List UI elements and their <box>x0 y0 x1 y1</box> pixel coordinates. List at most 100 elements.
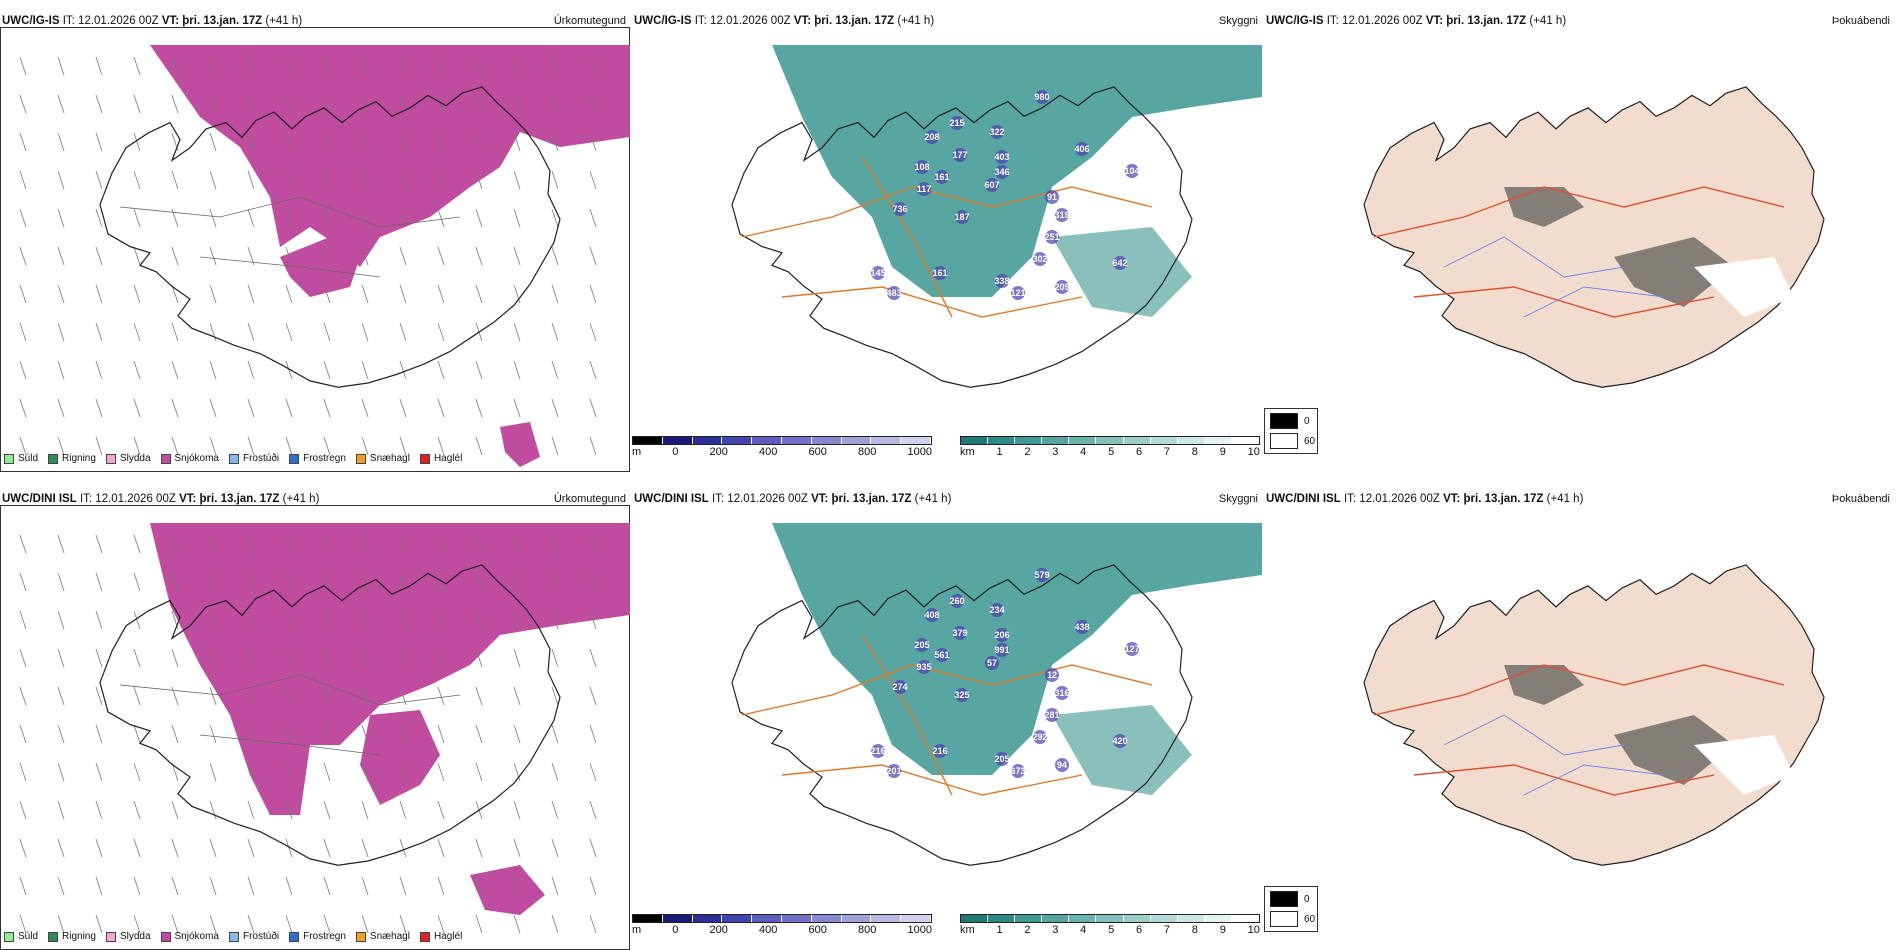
wind-barb <box>285 246 293 266</box>
scale-tick-label: 200 <box>709 446 728 458</box>
wind-barb <box>133 360 141 380</box>
cloud-base-label: 205 <box>914 640 929 650</box>
wind-barb <box>437 436 445 456</box>
scale-segment <box>1123 915 1151 922</box>
scale-segment <box>811 437 842 444</box>
wind-barb <box>551 686 559 706</box>
cloud-base-spot <box>1113 256 1127 270</box>
scale-segment <box>1231 437 1260 444</box>
cloud-base-label: 234 <box>989 605 1004 615</box>
wind-barb <box>399 398 407 418</box>
wind-barb <box>171 800 179 820</box>
wind-barb <box>323 648 331 668</box>
wind-barb <box>589 208 597 228</box>
low-visibility-area <box>1052 227 1192 317</box>
wind-barb <box>19 610 27 630</box>
wind-barb <box>285 800 293 820</box>
wind-barb <box>133 762 141 782</box>
legend-swatch <box>4 453 14 464</box>
wind-barb <box>551 208 559 228</box>
wind-barb <box>19 876 27 896</box>
legend-label: Súld <box>18 931 39 942</box>
wind-barb <box>475 208 483 228</box>
wind-barb <box>19 724 27 744</box>
fog-legend-swatch <box>1270 413 1298 429</box>
wind-barb <box>19 208 27 228</box>
cloud-base-spot <box>955 688 969 702</box>
wind-barb <box>19 170 27 190</box>
scale-segment <box>781 437 812 444</box>
wind-barb <box>475 534 483 554</box>
cloud-base-spot <box>933 266 947 280</box>
snow-area <box>280 237 360 297</box>
wind-barb <box>399 648 407 668</box>
cloud-base-spot <box>950 116 964 130</box>
precip-legend-item: Snjókoma <box>160 931 219 942</box>
wind-barb <box>589 876 597 896</box>
wind-barb <box>361 838 369 858</box>
wind-barb <box>133 284 141 304</box>
wind-barb <box>95 132 103 152</box>
wind-barb <box>513 208 521 228</box>
wind-barb <box>133 914 141 934</box>
wind-barb <box>323 436 331 456</box>
wind-barb <box>57 56 65 76</box>
wind-barb <box>171 838 179 858</box>
cloud-base-spot <box>1055 280 1069 294</box>
wind-barb <box>513 436 521 456</box>
scale-segment <box>1069 437 1097 444</box>
legend-swatch <box>4 931 14 942</box>
wind-barb <box>247 686 255 706</box>
cloud-base-label: 274 <box>892 682 907 692</box>
precip-legend-item: Súld <box>4 453 38 464</box>
wind-barb <box>399 284 407 304</box>
wind-barb <box>57 572 65 592</box>
legend-label: Snæhagl <box>369 931 410 942</box>
scale-segment <box>841 437 872 444</box>
glacier-area <box>1694 257 1794 317</box>
snow-area <box>360 710 440 805</box>
snow-area <box>500 422 540 467</box>
wind-barb <box>361 56 369 76</box>
scale-tick-label: 1 <box>996 446 1003 458</box>
scale-segment <box>752 437 782 444</box>
wind-barb <box>19 572 27 592</box>
wind-barb <box>247 436 255 456</box>
wind-barb <box>285 838 293 858</box>
cloud-base-label: 108 <box>914 162 929 172</box>
cloud-base-spot <box>953 148 967 162</box>
wind-barb <box>475 762 483 782</box>
scale-segment <box>1042 437 1070 444</box>
precip-legend-item: Súld <box>4 931 38 942</box>
legend-label: Slydda <box>119 931 151 942</box>
wind-barb <box>285 322 293 342</box>
legend-swatch <box>419 453 430 464</box>
wind-barb <box>475 56 483 76</box>
wind-barb <box>513 648 521 668</box>
wind-barb <box>551 876 559 896</box>
panel-title: UWC/DINI ISL IT: 12.01.2026 00Z VT: þri.… <box>634 493 952 505</box>
legend-swatch <box>289 931 300 942</box>
wind-barb <box>551 724 559 744</box>
visibility-scale: km 1 2 3 4 5 6 7 8 9 10 <box>960 914 1260 936</box>
wind-barb <box>475 610 483 630</box>
legend-label: Súld <box>18 453 39 464</box>
land-area <box>1363 564 1825 866</box>
legend-label: Rigning <box>62 453 96 464</box>
scale-ticks: m 0 200 400 600 800 1000 <box>632 446 932 458</box>
wind-barb <box>247 610 255 630</box>
param-label: Skyggni <box>1218 493 1258 505</box>
cloud-base-label: 251 <box>1044 232 1059 242</box>
cloud-base-label: 161 <box>934 172 949 182</box>
wind-barb <box>589 436 597 456</box>
wind-barb <box>323 360 331 380</box>
cloud-base-spot <box>893 680 907 694</box>
wind-barb <box>323 132 331 152</box>
param-label: Þokuábendi <box>1831 15 1890 27</box>
cloud-base-spot <box>1055 758 1069 772</box>
wind-barb <box>361 876 369 896</box>
wind-barb <box>57 724 65 744</box>
cloud-base-spot <box>1055 686 1069 700</box>
wind-barb <box>361 724 369 744</box>
wind-barb <box>19 762 27 782</box>
